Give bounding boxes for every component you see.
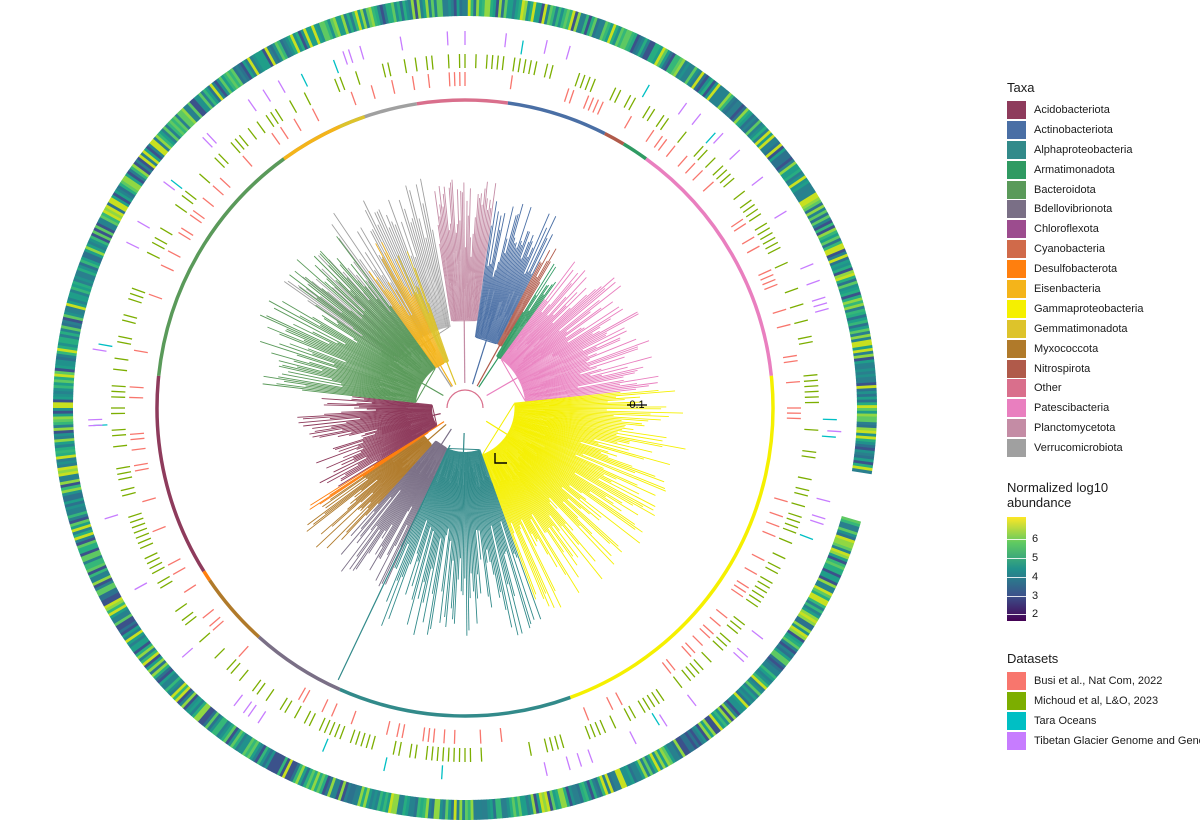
taxa-ring [155,98,775,718]
abundance-colorbar [1007,517,1026,622]
taxa-legend-item: Actinobacteriota [1007,120,1197,140]
taxa-legend-label: Armatimonadota [1034,163,1115,176]
taxa-legend-swatch [1007,359,1026,378]
taxa-legend-label: Myxococcota [1034,342,1099,355]
dataset-legend-item: Tara Oceans [1007,711,1197,731]
taxa-legend-swatch [1007,120,1026,139]
taxa-legend-label: Other [1034,382,1062,395]
taxa-legend-label: Nitrospirota [1034,362,1091,375]
colorbar-tick [1007,539,1026,541]
taxa-legend-item: Planctomycetota [1007,418,1197,438]
taxa-legend-item: Desulfobacterota [1007,259,1197,279]
dataset-legend-label: Michoud et al, L&O, 2023 [1034,694,1159,707]
taxa-legend-swatch [1007,419,1026,438]
dataset-legend-swatch [1007,731,1026,750]
taxa-legend-swatch [1007,200,1026,219]
tree-branches [259,178,686,681]
colorbar-tick [1007,596,1026,598]
taxa-legend-swatch [1007,279,1026,298]
taxa-legend-label: Patescibacteria [1034,402,1110,415]
taxa-legend-label: Desulfobacterota [1034,263,1118,276]
abundance-legend-title: Normalized log10 abundance [1007,480,1109,511]
taxa-legend-swatch [1007,339,1026,358]
datasets-legend-title: Datasets [1007,651,1059,667]
taxa-legend-label: Actinobacteriota [1034,123,1113,136]
taxa-legend-title: Taxa [1007,80,1035,95]
taxa-legend-swatch [1007,399,1026,418]
dataset-legend-label: Tara Oceans [1034,714,1097,727]
taxa-legend-swatch [1007,439,1026,458]
dataset-legend-item: Tibetan Glacier Genome and Gene [1007,731,1200,751]
taxa-legend-swatch [1007,180,1026,199]
taxa-legend-swatch [1007,240,1026,259]
taxa-legend-item: Eisenbacteria [1007,279,1197,299]
taxa-legend-label: Chloroflexota [1034,223,1099,236]
legend-panel: Taxa Acidobacteriota Actinobacteriota Alph… [1007,80,1200,751]
taxa-legend-label: Eisenbacteria [1034,282,1101,295]
dataset-legend-label: Busi et al., Nat Com, 2022 [1034,674,1163,687]
taxa-legend: Taxa Acidobacteriota Actinobacteriota Alph… [1007,80,1197,458]
abundance-heatmap-ring [53,0,877,820]
colorbar-tick-label: 2 [1032,608,1039,621]
colorbar-tick [1007,577,1026,579]
taxa-legend-label: Bacteroidota [1034,183,1096,196]
taxa-legend-item: Myxococcota [1007,339,1197,359]
taxa-legend-item: Bdellovibrionota [1007,199,1197,219]
taxa-legend-item: Nitrospirota [1007,359,1197,379]
dataset-legend-swatch [1007,711,1026,730]
taxa-legend-item: Other [1007,378,1197,398]
abundance-legend: Normalized log10 abundance 6 5 4 3 2 [1007,480,1197,625]
taxa-legend-swatch [1007,160,1026,179]
taxa-legend-swatch [1007,220,1026,239]
taxa-legend-label: Verrucomicrobiota [1034,442,1123,455]
colorbar-tick [1007,614,1026,616]
dataset-legend-item: Michoud et al, L&O, 2023 [1007,691,1197,711]
taxa-legend-label: Alphaproteobacteria [1034,143,1133,156]
colorbar-tick-label: 4 [1032,571,1039,584]
scale-bar: 0.1 [627,399,647,411]
taxa-legend-item: Alphaproteobacteria [1007,140,1197,160]
taxa-legend-label: Bdellovibrionota [1034,203,1113,216]
taxa-legend-label: Acidobacteriota [1034,103,1110,116]
taxa-legend-label: Cyanobacteria [1034,243,1105,256]
dataset-legend-label: Tibetan Glacier Genome and Gene [1034,734,1200,747]
taxa-legend-item: Patescibacteria [1007,398,1197,418]
taxa-legend-item: Chloroflexota [1007,219,1197,239]
taxa-legend-label: Gammaproteobacteria [1034,302,1144,315]
taxa-legend-swatch [1007,100,1026,119]
dataset-legend-swatch [1007,671,1026,690]
taxa-legend-swatch [1007,140,1026,159]
taxa-legend-label: Planctomycetota [1034,422,1116,435]
phylogenetic-tree-figure: 0.1 [53,0,877,820]
colorbar-tick [1007,558,1026,560]
dataset-legend-swatch [1007,691,1026,710]
taxa-legend-swatch [1007,319,1026,338]
taxa-legend-swatch [1007,260,1026,279]
taxa-legend-item: Gemmatimonadota [1007,319,1197,339]
abundance-colorbar-container: 6 5 4 3 2 [1007,515,1197,625]
scale-bar-label: 0.1 [629,399,644,411]
taxa-legend-item: Cyanobacteria [1007,239,1197,259]
taxa-legend-item: Acidobacteriota [1007,100,1197,120]
taxa-legend-item: Armatimonadota [1007,160,1197,180]
taxa-legend-swatch [1007,379,1026,398]
dataset-legend-item: Busi et al., Nat Com, 2022 [1007,671,1197,691]
taxa-legend-item: Gammaproteobacteria [1007,299,1197,319]
dataset-tick-tracks [88,31,842,780]
taxa-legend-swatch [1007,299,1026,318]
colorbar-tick-label: 3 [1032,590,1039,603]
colorbar-tick-label: 6 [1032,533,1039,546]
colorbar-tick-label: 5 [1032,552,1039,565]
taxa-legend-item: Verrucomicrobiota [1007,438,1197,458]
taxa-legend-label: Gemmatimonadota [1034,322,1128,335]
datasets-legend: Datasets Busi et al., Nat Com, 2022 Micho… [1007,651,1200,751]
taxa-legend-item: Bacteroidota [1007,180,1197,200]
